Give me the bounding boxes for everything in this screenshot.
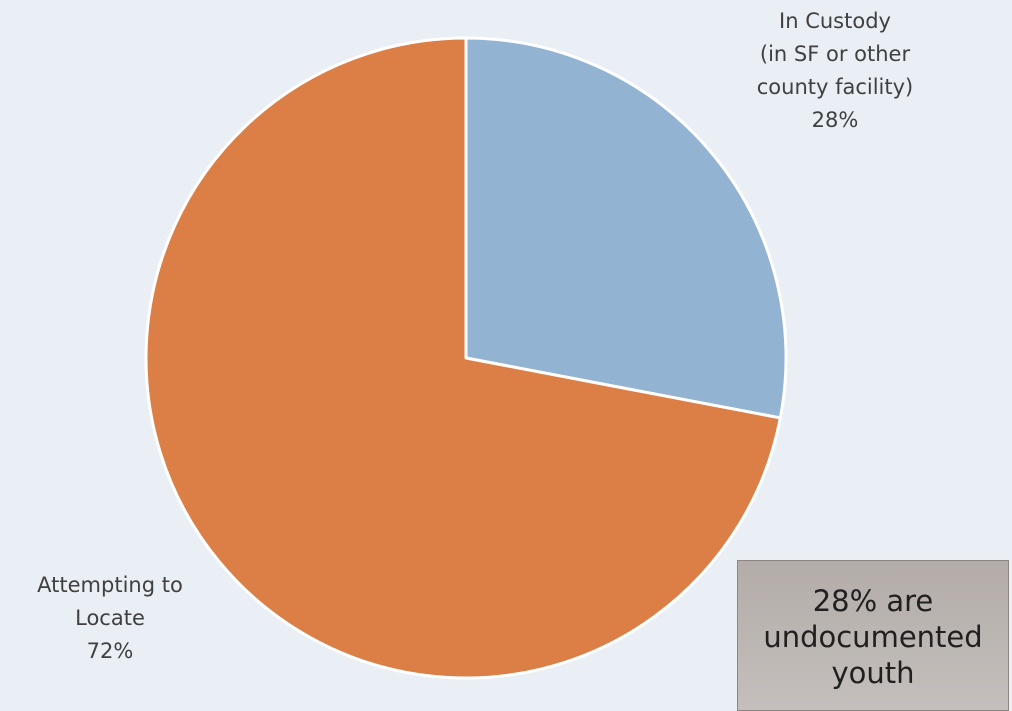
pie-slice-label-1: Attempting to Locate 72% — [37, 573, 183, 663]
pie-slice-label-line: Locate — [75, 606, 145, 630]
callout-box: 28% are undocumented youth — [737, 560, 1009, 711]
pie-labels: In Custody (in SF or other county facility… — [37, 9, 913, 663]
pie-slice-label-line: county facility) — [757, 75, 914, 99]
pie-slice-label-line: (in SF or other — [760, 42, 911, 66]
pie-slice-label-line: 28% — [812, 108, 859, 132]
pie-slice-label-line: In Custody — [779, 9, 891, 33]
callout-text: 28% are undocumented youth — [763, 583, 983, 690]
pie-slice-label-line: Attempting to — [37, 573, 183, 597]
pie-slice-label-0: In Custody (in SF or other county facility… — [757, 9, 914, 132]
pie-slice-0 — [464, 36, 788, 420]
pie-slice-1 — [144, 36, 782, 680]
pie-slice-label-line: 72% — [87, 639, 134, 663]
pie-slices — [144, 36, 788, 680]
